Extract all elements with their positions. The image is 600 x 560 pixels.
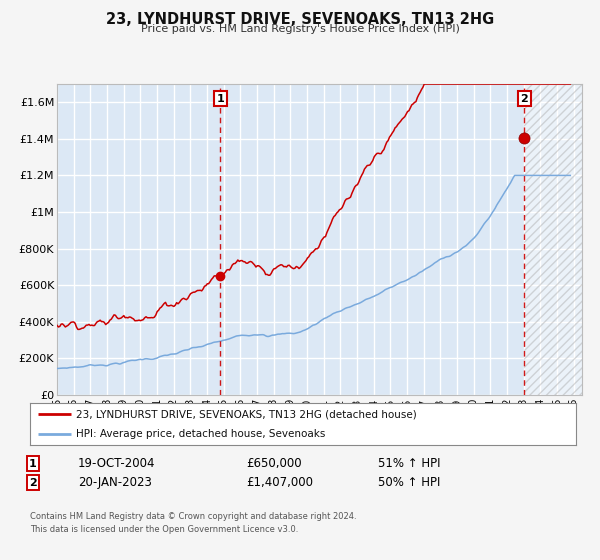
Text: 51% ↑ HPI: 51% ↑ HPI: [378, 457, 440, 470]
Text: 1: 1: [216, 94, 224, 104]
Text: £1,407,000: £1,407,000: [246, 476, 313, 489]
Text: Price paid vs. HM Land Registry's House Price Index (HPI): Price paid vs. HM Land Registry's House …: [140, 24, 460, 34]
Text: 2: 2: [521, 94, 529, 104]
Text: 2: 2: [29, 478, 37, 488]
Text: 1: 1: [29, 459, 37, 469]
Text: 23, LYNDHURST DRIVE, SEVENOAKS, TN13 2HG: 23, LYNDHURST DRIVE, SEVENOAKS, TN13 2HG: [106, 12, 494, 27]
Text: 20-JAN-2023: 20-JAN-2023: [78, 476, 152, 489]
Bar: [524, 84, 582, 395]
Text: Contains HM Land Registry data © Crown copyright and database right 2024.
This d: Contains HM Land Registry data © Crown c…: [30, 512, 356, 534]
Text: 19-OCT-2004: 19-OCT-2004: [78, 457, 155, 470]
Text: HPI: Average price, detached house, Sevenoaks: HPI: Average price, detached house, Seve…: [76, 430, 326, 439]
Text: 50% ↑ HPI: 50% ↑ HPI: [378, 476, 440, 489]
Text: 23, LYNDHURST DRIVE, SEVENOAKS, TN13 2HG (detached house): 23, LYNDHURST DRIVE, SEVENOAKS, TN13 2HG…: [76, 409, 417, 419]
Text: £650,000: £650,000: [246, 457, 302, 470]
